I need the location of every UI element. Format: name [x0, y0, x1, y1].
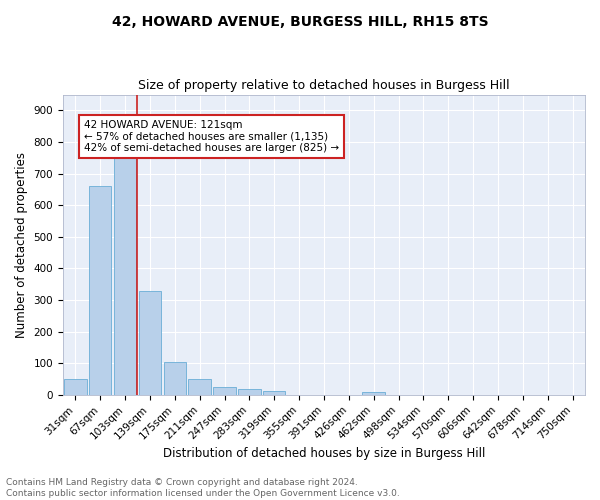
Bar — [238, 390, 260, 395]
Bar — [362, 392, 385, 395]
Bar — [188, 379, 211, 395]
Bar — [164, 362, 186, 395]
X-axis label: Distribution of detached houses by size in Burgess Hill: Distribution of detached houses by size … — [163, 447, 485, 460]
Bar — [263, 391, 286, 395]
Bar — [214, 387, 236, 395]
Bar — [114, 158, 136, 395]
Bar — [64, 379, 86, 395]
Bar — [89, 186, 112, 395]
Title: Size of property relative to detached houses in Burgess Hill: Size of property relative to detached ho… — [138, 79, 510, 92]
Text: 42, HOWARD AVENUE, BURGESS HILL, RH15 8TS: 42, HOWARD AVENUE, BURGESS HILL, RH15 8T… — [112, 15, 488, 29]
Y-axis label: Number of detached properties: Number of detached properties — [15, 152, 28, 338]
Text: 42 HOWARD AVENUE: 121sqm
← 57% of detached houses are smaller (1,135)
42% of sem: 42 HOWARD AVENUE: 121sqm ← 57% of detach… — [84, 120, 339, 153]
Bar — [139, 290, 161, 395]
Text: Contains HM Land Registry data © Crown copyright and database right 2024.
Contai: Contains HM Land Registry data © Crown c… — [6, 478, 400, 498]
